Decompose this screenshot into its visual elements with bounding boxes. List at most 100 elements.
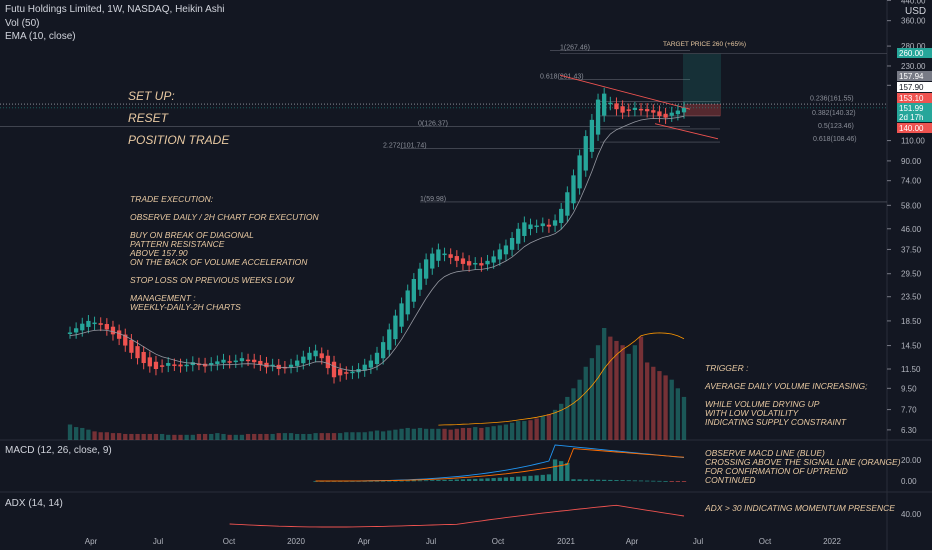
macd-histogram-bar [387, 480, 392, 482]
volume-bar [448, 429, 453, 440]
volume-bar [595, 345, 601, 440]
price-label-text: 140.00 [899, 124, 924, 133]
candle-body [301, 356, 306, 364]
candle-body [239, 358, 245, 362]
time-tick-label: Jul [693, 537, 703, 546]
volume-bar [288, 433, 294, 440]
macd-histogram-bar [577, 479, 582, 481]
ema-legend[interactable]: EMA (10, close) [5, 31, 76, 42]
volume-bar [577, 379, 582, 440]
macd-histogram-bar [516, 476, 521, 481]
candle-body [442, 253, 447, 256]
volume-bar [258, 433, 263, 440]
macd-histogram-bar [399, 480, 404, 482]
volume-bar [184, 434, 189, 440]
volume-bar [534, 418, 539, 440]
macd-histogram-bar [657, 480, 662, 482]
candle-body [577, 155, 582, 189]
candle-body [209, 363, 214, 366]
time-tick-label: Apr [358, 537, 371, 546]
candle-body [589, 119, 595, 152]
volume-bar [319, 433, 324, 440]
fib-level-label: 0(126.37) [418, 121, 448, 128]
price-tick-label: 46.00 [901, 225, 922, 234]
price-tick-label: 360.00 [901, 17, 926, 26]
candle-body [92, 322, 97, 325]
currency-label: USD [905, 6, 927, 17]
macd-histogram-bar [675, 481, 681, 482]
price-label-tag [897, 123, 932, 133]
price-label-text: 260.00 [899, 49, 924, 58]
price-tick-label: 14.50 [901, 342, 922, 351]
candle-body [288, 364, 294, 368]
macd-histogram-bar [552, 459, 558, 481]
time-tick-label: Oct [223, 537, 236, 546]
candle-body [534, 225, 539, 228]
candle-body [632, 107, 638, 110]
volume-bar [393, 429, 398, 440]
volume-bar [473, 427, 478, 440]
volume-bar [565, 396, 570, 440]
price-label-tag [897, 71, 932, 81]
volume-bar [80, 427, 85, 440]
volume-bar [681, 396, 687, 440]
time-tick-label: 2020 [287, 537, 305, 546]
candle-body [454, 256, 459, 261]
price-tick-label: 74.00 [901, 177, 922, 186]
stop-zone [683, 104, 721, 117]
candle-body [663, 113, 668, 118]
volume-bar [423, 428, 429, 440]
price-tick-label: 58.00 [901, 201, 922, 210]
price-tick-label: 230.00 [901, 62, 926, 71]
macd-legend[interactable]: MACD (12, 26, close, 9) [5, 445, 112, 456]
adx-legend[interactable]: ADX (14, 14) [5, 498, 63, 509]
volume-bar [276, 433, 281, 440]
price-label-text: 157.90 [899, 83, 924, 92]
candle-body [73, 328, 79, 333]
candle-body [270, 364, 275, 367]
price-label-tag [897, 103, 932, 113]
macd-histogram-bar [485, 478, 490, 481]
volume-bar [509, 422, 515, 440]
volume-bar [657, 371, 662, 440]
candle-body [491, 256, 496, 263]
price-tick-label: 90.00 [901, 157, 922, 166]
macd-histogram-bar [356, 480, 361, 482]
time-tick-label: 2021 [557, 537, 575, 546]
volume-legend[interactable]: Vol (50) [5, 18, 40, 29]
price-label-text: 157.94 [899, 72, 924, 81]
candle-body [614, 103, 619, 110]
macd-histogram-bar [417, 480, 423, 482]
price-tick-label: 11.50 [901, 365, 921, 374]
macd-histogram-bar [540, 474, 545, 481]
macd-histogram-bar [620, 480, 625, 481]
price-tick-label: 29.50 [901, 270, 922, 279]
candle-body [338, 369, 343, 376]
volume-bar [73, 427, 79, 440]
volume-bar [663, 375, 668, 440]
candle-body [362, 364, 367, 371]
volume-bar [116, 433, 122, 440]
volume-bar [313, 433, 318, 440]
candle-body [405, 290, 410, 315]
price-label-text: 151.99 [899, 104, 924, 113]
macd-histogram-bar [651, 480, 656, 482]
candle-body [657, 111, 662, 117]
volume-bar [153, 433, 159, 440]
volume-bar [460, 427, 466, 440]
macd-histogram-bar [473, 478, 478, 481]
volume-bar [620, 345, 625, 440]
macd-histogram-bar [466, 479, 472, 481]
price-tick-label: 7.70 [901, 406, 917, 415]
fib-level-label: 0.382(140.32) [812, 110, 856, 117]
macd-histogram-bar [589, 479, 595, 481]
macd-histogram-bar [454, 479, 459, 481]
macd-histogram-bar [430, 480, 435, 481]
macd-histogram-bar [411, 480, 416, 482]
macd-histogram-bar [571, 479, 576, 481]
candle-body [380, 342, 386, 359]
candle-body [583, 136, 588, 171]
volume-bar [651, 366, 656, 440]
volume-bar [350, 432, 355, 440]
